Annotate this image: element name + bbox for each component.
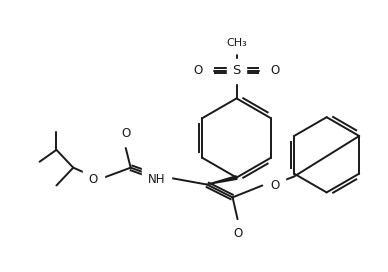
Text: O: O (270, 64, 279, 77)
Text: O: O (194, 64, 203, 77)
Polygon shape (207, 176, 237, 184)
Text: O: O (270, 179, 279, 192)
Text: O: O (121, 127, 130, 140)
Text: CH₃: CH₃ (226, 38, 247, 48)
Text: O: O (89, 173, 98, 186)
Text: NH: NH (148, 173, 165, 186)
Text: S: S (232, 64, 241, 77)
Text: O: O (233, 227, 242, 240)
